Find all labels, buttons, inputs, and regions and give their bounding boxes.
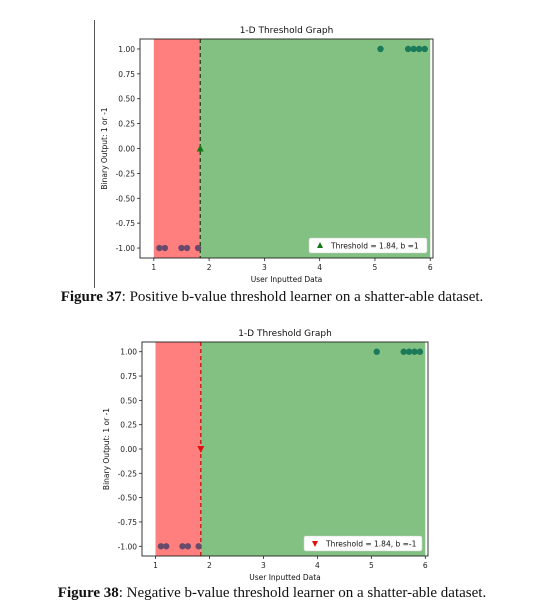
caption-text: : Positive b-value threshold learner on … bbox=[121, 289, 484, 305]
data-point bbox=[179, 543, 186, 550]
y-tick-label: 0.00 bbox=[120, 445, 137, 454]
threshold-marker bbox=[197, 446, 205, 453]
y-tick-label: -0.50 bbox=[118, 494, 138, 503]
y-tick-label: -0.50 bbox=[116, 194, 136, 203]
y-axis-label: Binary Output: 1 or -1 bbox=[100, 107, 109, 189]
legend: Threshold = 1.84, b =-1 bbox=[303, 535, 423, 552]
y-tick-label: 0.50 bbox=[120, 396, 137, 405]
x-tick-label: 2 bbox=[207, 561, 212, 570]
chart-title: 1-D Threshold Graph bbox=[238, 329, 332, 339]
caption-text: : Negative b-value threshold learner on … bbox=[118, 585, 487, 601]
legend-label: Threshold = 1.84, b =1 bbox=[330, 242, 419, 251]
data-point bbox=[163, 543, 170, 550]
figure-37: 1.00 0.75 0.50 0.25 0.00 -0.25 -0.50 -0.75 -1.00… bbox=[0, 0, 544, 290]
negative-region bbox=[153, 39, 201, 258]
y-tick-label: 0.50 bbox=[118, 95, 135, 104]
y-tick-label: -0.75 bbox=[118, 518, 138, 527]
figure-38-caption: Figure 38: Negative b-value threshold le… bbox=[0, 585, 544, 602]
x-axis-label: User Inputted Data bbox=[249, 573, 321, 582]
data-point bbox=[411, 348, 418, 355]
figure-38: 1.00 0.75 0.50 0.25 0.00 -0.25 -0.50 -0.75 -1.00… bbox=[0, 322, 544, 584]
data-point bbox=[156, 244, 163, 252]
data-point bbox=[184, 543, 192, 550]
y-tick-label: 0.75 bbox=[120, 372, 137, 381]
data-point bbox=[183, 244, 191, 252]
data-point bbox=[194, 244, 202, 252]
page-rule bbox=[94, 20, 95, 288]
y-tick-label: -1.00 bbox=[116, 244, 136, 253]
y-tick-label: -0.25 bbox=[118, 469, 138, 478]
data-point bbox=[415, 45, 423, 53]
x-tick-label: 5 bbox=[369, 561, 374, 570]
data-point bbox=[157, 543, 165, 550]
data-point bbox=[410, 45, 417, 53]
y-tick-label: -1.00 bbox=[118, 542, 138, 551]
x-tick-label: 6 bbox=[423, 561, 428, 570]
x-tick-label: 1 bbox=[153, 561, 158, 570]
x-tick-label: 6 bbox=[428, 263, 433, 272]
x-tick-label: 1 bbox=[151, 263, 156, 272]
threshold-chart-positive: 1.00 0.75 0.50 0.25 0.00 -0.25 -0.50 -0.75 -1.00… bbox=[100, 26, 434, 284]
x-tick-label: 2 bbox=[207, 263, 212, 272]
legend-label: Threshold = 1.84, b =-1 bbox=[325, 540, 417, 549]
threshold-chart-negative: 1.00 0.75 0.50 0.25 0.00 -0.25 -0.50 -0.75 -1.00… bbox=[102, 329, 429, 582]
positive-region bbox=[200, 342, 426, 556]
legend-marker-icon bbox=[317, 242, 323, 248]
legend-marker-icon bbox=[312, 541, 318, 547]
y-tick-label: 0.75 bbox=[118, 70, 135, 79]
data-point bbox=[161, 244, 169, 252]
data-point bbox=[400, 348, 407, 355]
y-tick-label: -0.75 bbox=[116, 219, 136, 228]
caption-label: Figure 38 bbox=[57, 585, 119, 601]
x-tick-label: 5 bbox=[373, 263, 378, 272]
x-tick-label: 3 bbox=[262, 263, 267, 272]
data-point bbox=[377, 45, 384, 53]
positive-region bbox=[200, 39, 431, 258]
data-point bbox=[178, 244, 185, 252]
y-tick-label: 0.25 bbox=[120, 421, 137, 430]
y-tick-label: -0.25 bbox=[116, 169, 136, 178]
data-point bbox=[421, 45, 428, 53]
legend-box bbox=[308, 237, 428, 254]
caption-label: Figure 37 bbox=[60, 289, 122, 305]
figure-37-caption: Figure 37: Positive b-value threshold le… bbox=[0, 289, 544, 306]
legend: Threshold = 1.84, b =1 bbox=[308, 237, 428, 254]
x-tick-label: 4 bbox=[315, 561, 320, 570]
data-point bbox=[373, 348, 380, 355]
negative-region bbox=[155, 342, 201, 556]
chart-title: 1-D Threshold Graph bbox=[240, 26, 334, 36]
x-tick-label: 3 bbox=[261, 561, 266, 570]
y-tick-label: 1.00 bbox=[120, 348, 137, 357]
x-axis-label: User Inputted Data bbox=[251, 275, 323, 284]
y-tick-label: 0.00 bbox=[118, 145, 135, 154]
data-point bbox=[404, 45, 412, 53]
y-tick-label: 0.25 bbox=[118, 120, 135, 129]
data-point bbox=[195, 543, 202, 550]
y-axis-label: Binary Output: 1 or -1 bbox=[102, 408, 111, 490]
legend-box bbox=[303, 535, 423, 552]
y-tick-label: 1.00 bbox=[118, 45, 135, 54]
data-point bbox=[405, 348, 413, 355]
x-tick-label: 4 bbox=[317, 263, 322, 272]
threshold-marker bbox=[196, 144, 204, 152]
data-point bbox=[416, 348, 424, 355]
